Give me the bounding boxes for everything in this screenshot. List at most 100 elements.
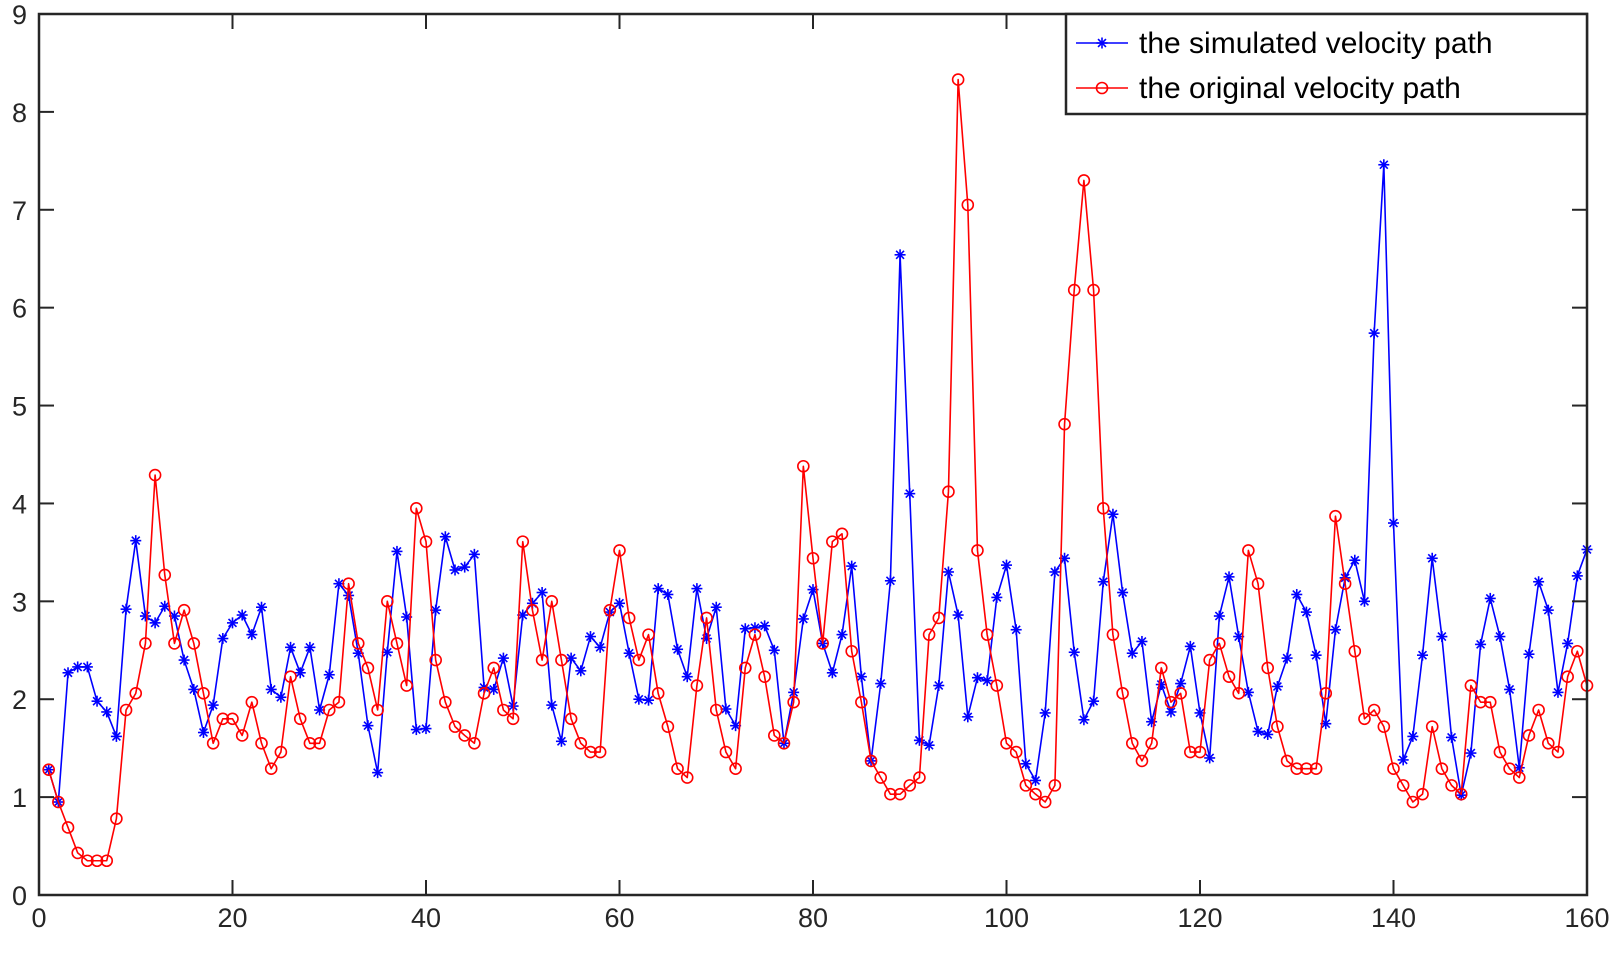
data-point	[168, 637, 181, 650]
data-point	[748, 628, 762, 641]
data-point	[1552, 686, 1564, 698]
data-point	[235, 729, 249, 742]
y-tick-label: 8	[12, 98, 27, 128]
data-point	[1533, 576, 1545, 588]
legend-entry-original: the original velocity path	[1076, 72, 1461, 105]
data-point	[826, 535, 839, 548]
data-point	[643, 694, 655, 706]
data-point	[1436, 631, 1448, 643]
data-point	[458, 729, 472, 742]
data-point	[603, 603, 617, 617]
data-point	[1532, 703, 1545, 717]
plot-background	[39, 14, 1587, 895]
data-point	[1290, 762, 1304, 776]
data-point	[971, 672, 983, 684]
data-point	[216, 712, 230, 726]
data-point	[681, 671, 693, 683]
data-point	[990, 679, 1004, 692]
data-point	[922, 628, 936, 641]
data-point	[1309, 762, 1323, 776]
data-point	[459, 561, 471, 573]
y-tick-label: 1	[12, 783, 27, 813]
data-point	[1213, 637, 1226, 650]
data-point	[1010, 624, 1022, 636]
data-point	[293, 712, 307, 726]
data-point	[149, 617, 161, 629]
data-point	[1078, 714, 1090, 726]
data-point	[372, 767, 384, 779]
series-line	[47, 163, 1588, 803]
data-point	[177, 603, 191, 617]
data-point	[729, 762, 742, 776]
data-point	[690, 679, 704, 692]
data-point	[90, 854, 104, 868]
data-point	[1145, 736, 1158, 750]
data-point	[91, 695, 103, 707]
data-point	[1407, 730, 1419, 742]
data-point	[671, 762, 684, 776]
data-point	[768, 644, 780, 656]
data-point	[1204, 752, 1216, 764]
data-point	[322, 703, 336, 717]
data-point	[517, 609, 529, 621]
x-tick-label: 160	[1564, 903, 1609, 933]
x-tick-label: 120	[1177, 903, 1222, 933]
data-point	[806, 551, 820, 565]
data-point	[981, 675, 993, 687]
data-point	[62, 667, 74, 679]
data-point	[1483, 695, 1497, 709]
data-point	[1425, 720, 1439, 733]
data-point	[1504, 683, 1516, 695]
data-point	[1446, 731, 1458, 743]
data-point	[961, 198, 975, 212]
data-point	[980, 628, 994, 641]
data-point	[516, 535, 530, 548]
data-point	[506, 712, 520, 726]
data-point	[651, 687, 665, 700]
data-point	[575, 665, 587, 677]
data-point	[410, 502, 423, 515]
data-point	[680, 771, 694, 784]
data-point	[1135, 754, 1149, 768]
data-point	[777, 736, 791, 750]
data-point	[1223, 571, 1235, 583]
data-point	[845, 644, 859, 658]
data-point	[932, 611, 946, 625]
data-point	[700, 611, 713, 625]
data-point	[923, 739, 935, 751]
data-point	[1203, 653, 1216, 667]
data-point	[738, 661, 752, 675]
data-point	[119, 703, 133, 717]
data-point	[1562, 637, 1574, 649]
data-point	[81, 854, 94, 868]
x-tick-label: 60	[604, 903, 634, 933]
data-point	[584, 631, 596, 643]
data-point	[719, 745, 733, 759]
data-point	[448, 720, 462, 733]
data-point	[488, 683, 500, 695]
data-point	[1107, 508, 1119, 520]
data-point	[1396, 779, 1410, 792]
data-point	[1445, 779, 1458, 792]
data-point	[1320, 718, 1332, 730]
x-tick-label: 140	[1371, 903, 1416, 933]
legend-entries: the simulated velocity path the original …	[1076, 27, 1493, 105]
data-point	[371, 703, 384, 717]
data-point	[913, 734, 925, 746]
data-point	[1291, 588, 1303, 600]
data-point	[1349, 554, 1361, 566]
y-tick-label: 0	[12, 881, 27, 911]
data-point	[1542, 604, 1554, 616]
data-point	[400, 679, 413, 692]
data-point	[894, 249, 906, 261]
data-point	[1058, 417, 1071, 431]
series-original	[42, 73, 1594, 868]
legend-box	[1064, 12, 1589, 116]
data-point	[661, 720, 675, 733]
data-point	[158, 568, 172, 582]
y-tick-label: 7	[12, 196, 27, 226]
data-point	[1193, 745, 1207, 759]
data-point	[61, 821, 75, 834]
data-point	[71, 846, 84, 860]
